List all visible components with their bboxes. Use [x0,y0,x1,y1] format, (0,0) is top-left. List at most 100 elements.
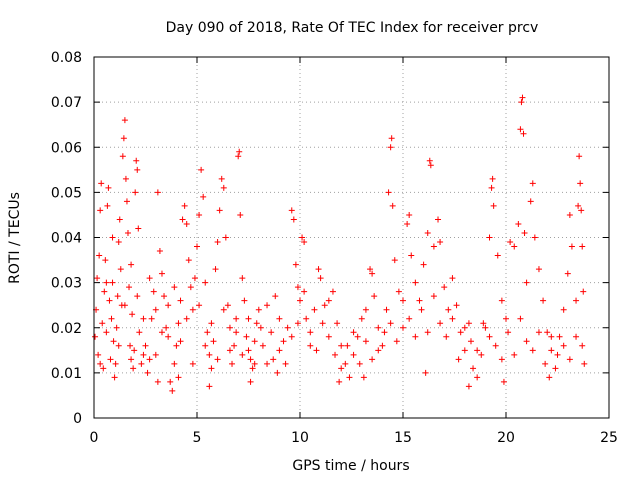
data-point [247,356,254,363]
data-point [133,157,140,164]
data-point [418,306,425,313]
data-point [236,148,243,155]
data-point [294,320,301,327]
data-point [177,297,184,304]
data-point [360,374,367,381]
data-point [520,130,527,137]
data-point [523,279,530,286]
data-point [393,338,400,345]
data-point [288,333,295,340]
data-point [560,342,567,349]
data-point [560,306,567,313]
data-point [507,239,514,246]
y-tick-label: 0 [73,411,82,427]
data-point [115,342,122,349]
data-point [189,306,196,313]
data-point [233,329,240,336]
data-point [189,360,196,367]
data-point [412,333,419,340]
data-point [163,324,170,331]
y-tick-label: 0.04 [51,231,82,247]
data-point [121,117,128,124]
data-point [375,324,382,331]
data-point [107,356,114,363]
data-point [441,284,448,291]
data-point [387,144,394,151]
data-point [336,378,343,385]
data-point [181,202,188,209]
data-point [134,166,141,173]
data-point [121,302,128,309]
data-point [488,184,495,191]
data-point [332,351,339,358]
data-point [294,284,301,291]
data-point [579,243,586,250]
data-point [142,342,149,349]
data-point [400,324,406,331]
data-point [243,333,250,340]
data-point [245,347,252,354]
data-point [523,338,530,345]
data-point [383,306,390,313]
data-point [103,329,110,336]
data-point [196,211,203,218]
data-point [173,342,180,349]
data-point [430,293,437,300]
data-point [179,216,186,223]
data-point [445,306,452,313]
data-point [113,324,120,331]
data-point [465,320,472,327]
data-point [208,365,215,372]
chart-title: Day 090 of 2018, Rate Of TEC Index for r… [166,20,539,36]
data-point [518,99,525,106]
data-point [154,378,161,385]
data-point [108,315,115,322]
data-point [146,356,153,363]
data-point [575,202,582,209]
data-point [119,153,126,160]
data-point [101,288,108,295]
data-point [498,356,505,363]
data-point [517,315,524,322]
x-tick-label: 10 [291,430,309,446]
grid [94,57,609,418]
data-point [486,234,493,241]
data-point [175,320,182,327]
data-point [135,225,142,232]
data-point [406,211,413,218]
data-point [239,351,246,358]
data-point [449,315,456,322]
data-point [544,329,551,336]
data-point [424,329,431,336]
data-point [104,202,111,209]
data-point [253,320,260,327]
data-point [204,329,211,336]
data-point [511,351,518,358]
data-point [354,333,361,340]
data-point [480,320,487,327]
data-point [387,320,394,327]
data-point [391,257,398,264]
data-point [132,189,139,196]
data-point [356,360,363,367]
data-point [128,261,135,268]
data-point [241,297,248,304]
data-point [371,293,378,300]
data-point [116,216,123,223]
data-point [470,365,477,372]
data-point [443,333,450,340]
data-point [461,347,468,354]
x-tick-label: 5 [193,430,202,446]
data-point [325,333,332,340]
data-point [492,342,499,349]
data-point [301,239,308,246]
data-point [494,252,501,259]
y-tick-label: 0.08 [51,50,82,66]
data-point [424,229,431,236]
data-point [276,315,283,322]
data-point [282,360,289,367]
data-point [576,153,583,160]
y-tick-label: 0.07 [51,95,82,111]
data-point [408,252,415,259]
